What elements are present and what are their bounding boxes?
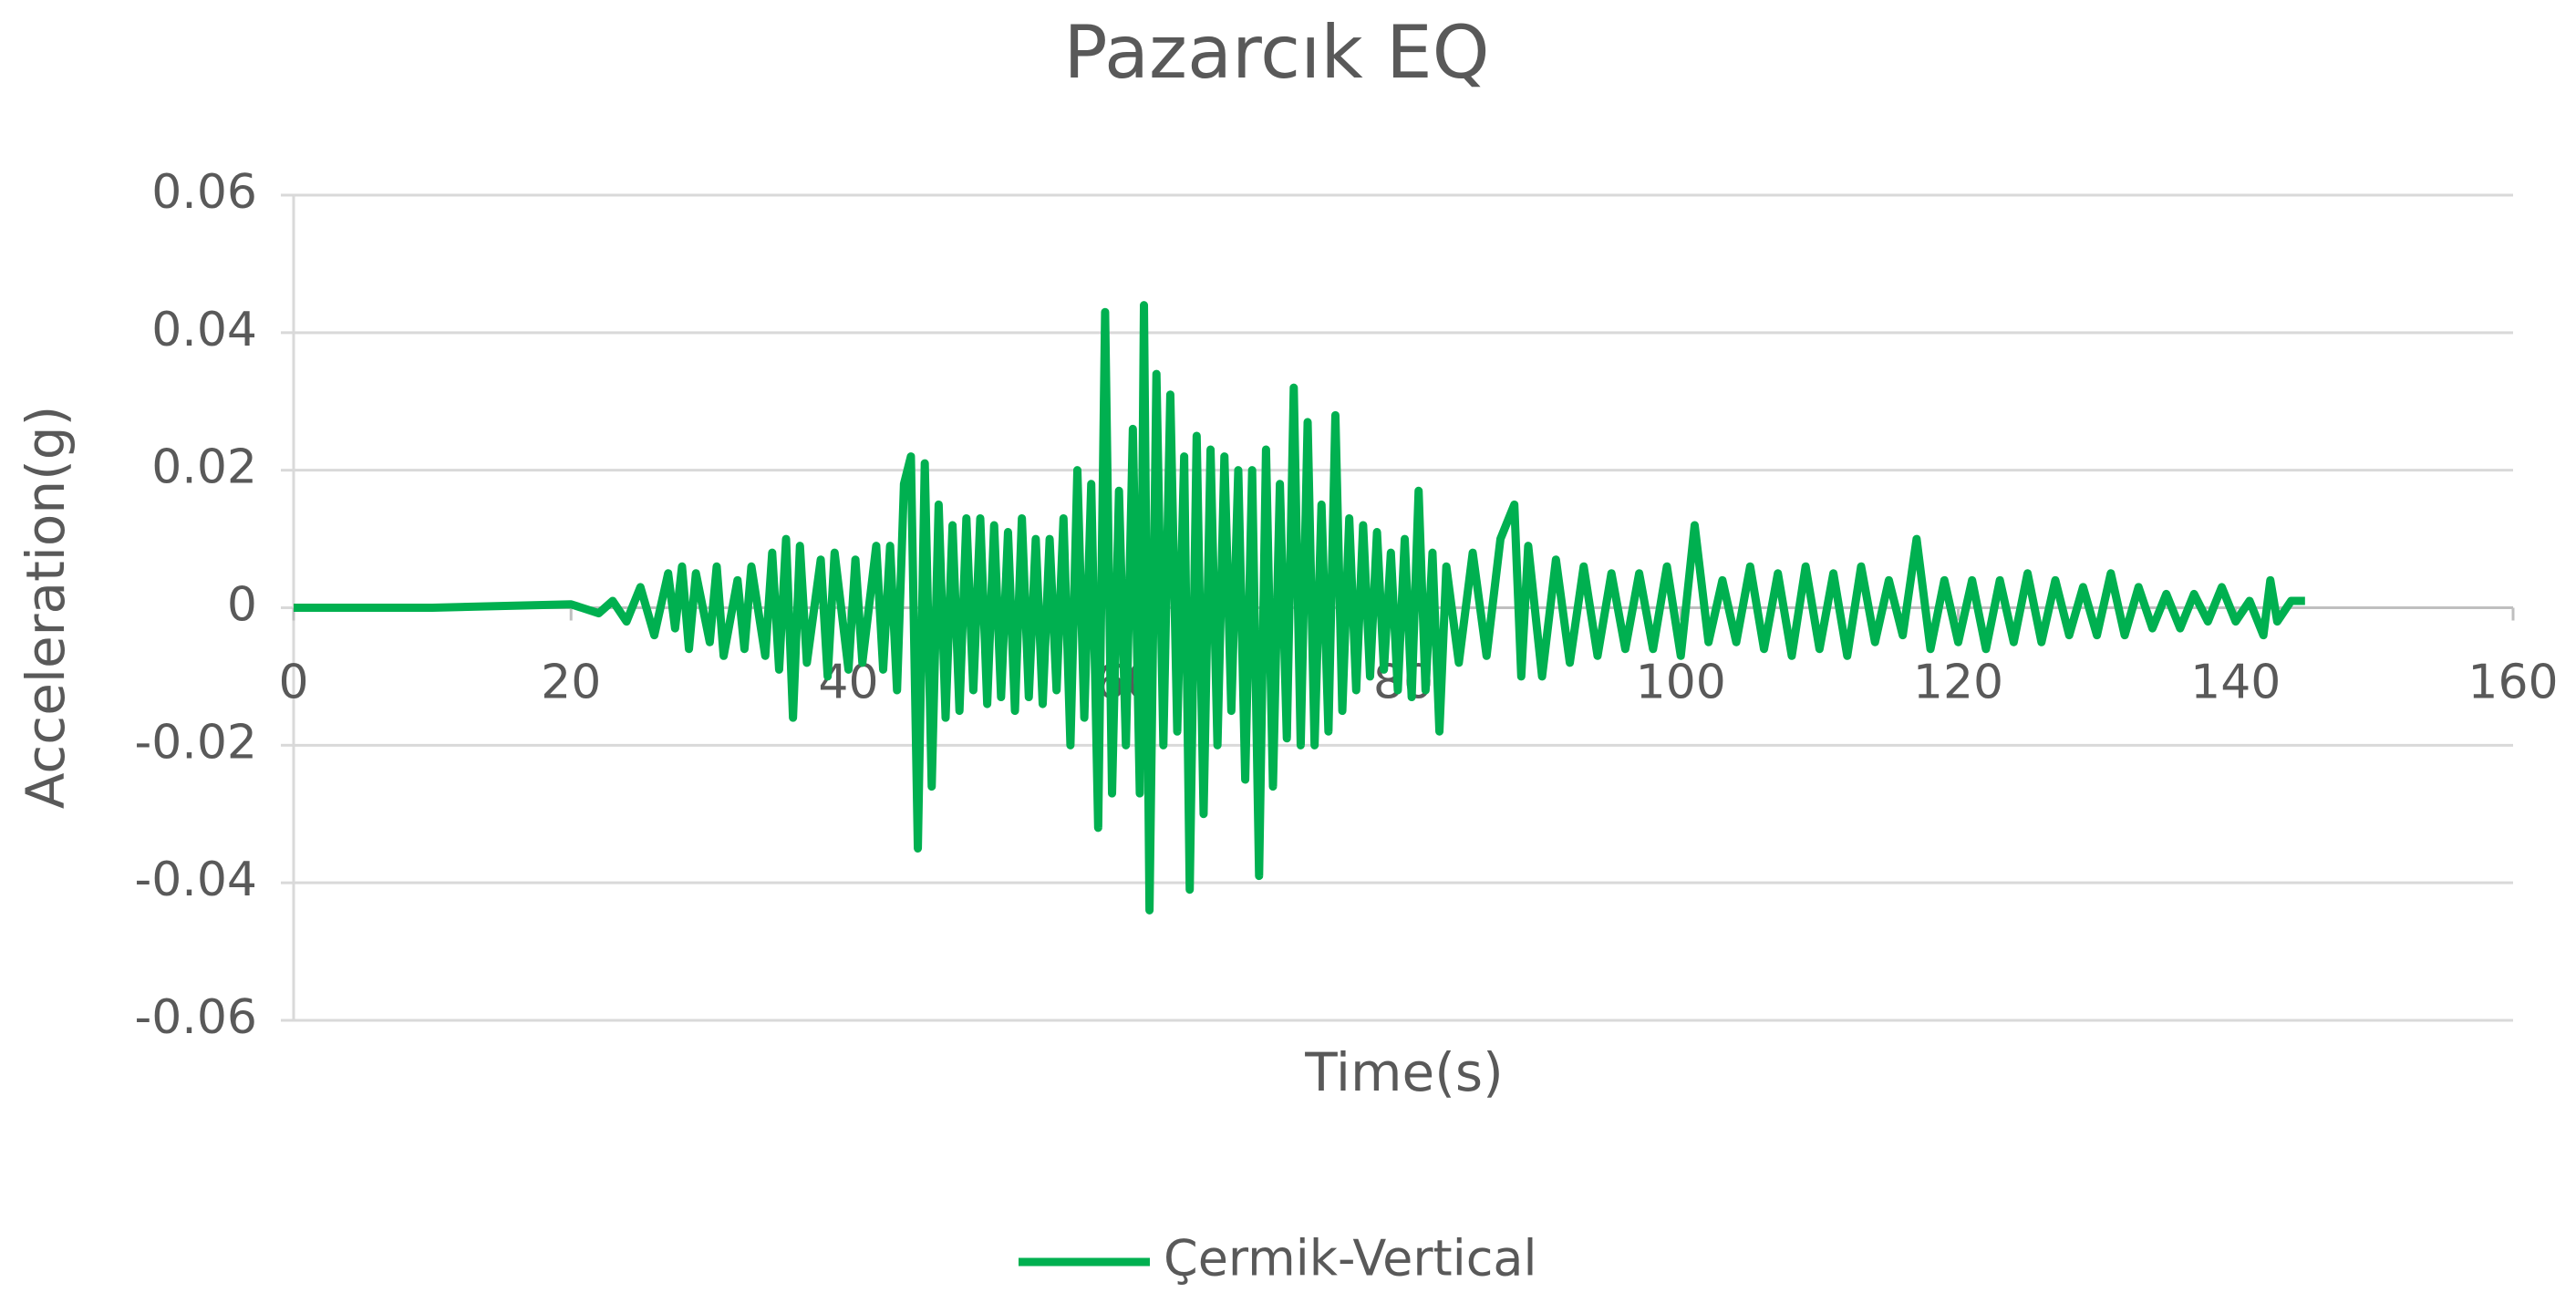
y-tick-label: -0.06 [134,990,257,1045]
y-tick-label: -0.04 [134,853,257,907]
series-line [294,301,2305,915]
y-tick-label: 0 [227,578,257,633]
x-tick-label: 160 [2467,656,2558,710]
x-tick-label: 120 [1913,656,2003,710]
y-axis-title: Acceleration(g) [15,406,77,809]
y-tick-label: 0.04 [151,303,257,357]
x-tick-label: 140 [2190,656,2281,710]
chart-title: Pazarcık EQ [1063,10,1489,95]
y-tick-label: -0.02 [134,715,257,770]
legend-label: Çermik-Vertical [1164,1230,1537,1287]
x-tick-label: 100 [1636,656,1726,710]
x-axis-title: Time(s) [1304,1041,1503,1103]
y-tick-label: 0.02 [151,440,257,495]
y-tick-label: 0.06 [151,165,257,220]
x-tick-label: 20 [541,656,601,710]
x-tick-label: 0 [278,656,308,710]
